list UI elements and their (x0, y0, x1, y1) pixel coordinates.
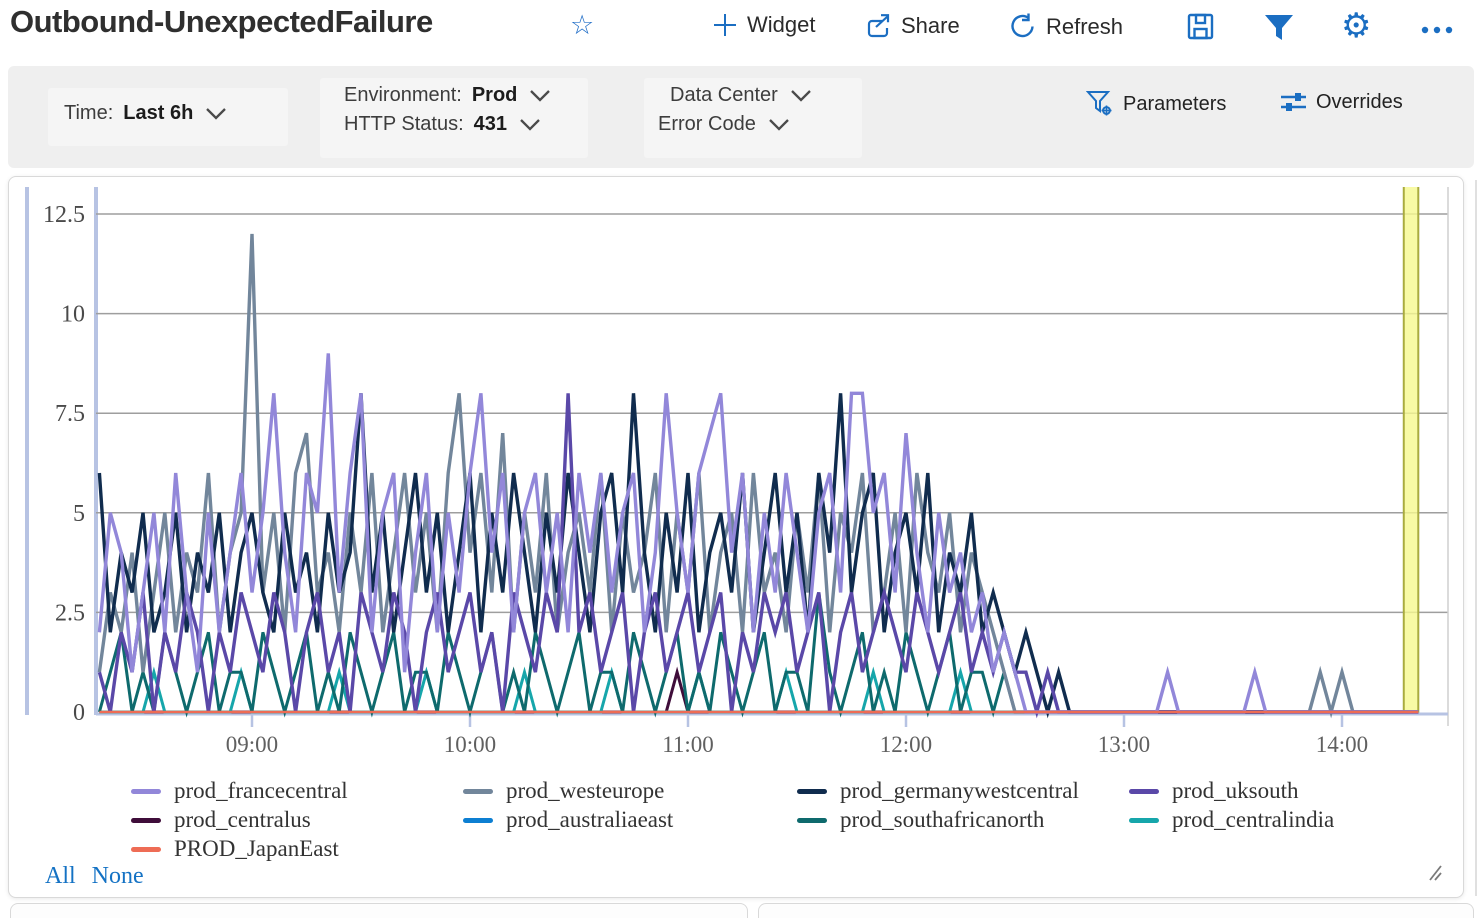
legend-item-prod_centralus[interactable]: prod_centralus (131, 806, 463, 834)
filter-button[interactable] (1263, 12, 1295, 47)
x-tick-label: 14:00 (1316, 732, 1368, 757)
legend-label: prod_westeurope (506, 778, 665, 803)
legend-item-prod_francecentral[interactable]: prod_francecentral (131, 777, 463, 805)
time-filter-label: Time: (64, 102, 114, 124)
gear-icon: ⚙ (1341, 6, 1372, 46)
resize-handle[interactable] (1426, 864, 1443, 881)
legend-swatch (1129, 788, 1159, 794)
share-label: Share (901, 13, 960, 38)
legend-links: All None (45, 863, 160, 890)
legend-item-prod_westeurope[interactable]: prod_westeurope (463, 777, 797, 805)
x-tick-label: 11:00 (662, 732, 714, 757)
y-tick-label: 0 (73, 700, 85, 726)
environment-value: Prod (471, 84, 518, 106)
parameters-funnel-icon (1086, 91, 1112, 116)
x-tick-label: 10:00 (444, 732, 496, 757)
legend-swatch (797, 817, 827, 823)
environment-filter[interactable]: Environment: Prod (344, 84, 588, 107)
x-tick-label: 09:00 (226, 732, 278, 757)
legend-swatch (797, 788, 827, 794)
filter-bar: Time: Last 6h Environment: Prod HTTP Sta… (8, 66, 1474, 168)
overrides-sliders-icon (1281, 93, 1306, 111)
legend-item-prod_germanywestcentral[interactable]: prod_germanywestcentral (797, 777, 1129, 805)
overrides-button[interactable]: Overrides (1280, 90, 1403, 114)
legend-item-PROD_JapanEast[interactable]: PROD_JapanEast (131, 835, 463, 863)
legend-label: PROD_JapanEast (174, 836, 339, 861)
left-accent-bar (25, 187, 29, 715)
chart-legend: prod_francecentral prod_westeurope prod_ge… (131, 777, 1391, 863)
legend-swatch (131, 846, 161, 852)
chart-card: 0 2.5 5 7.5 10 12.5 09:00 10:00 11:00 12:00 13:00 1… (8, 176, 1464, 898)
legend-select-all-link[interactable]: All (45, 863, 76, 889)
chevron-down-icon (530, 90, 551, 102)
error-code-label: Error Code (658, 113, 756, 135)
parameters-button[interactable]: Parameters (1086, 90, 1226, 118)
data-center-label: Data Center (670, 84, 778, 106)
legend-swatch (1129, 817, 1159, 823)
environment-http-filters: Environment: Prod HTTP Status: 431 (320, 78, 588, 158)
refresh-label: Refresh (1046, 13, 1124, 39)
y-axis-line (94, 187, 98, 715)
page-title: Outbound-UnexpectedFailure (10, 4, 433, 39)
y-tick-label: 12.5 (43, 202, 85, 228)
more-options-button[interactable] (1420, 22, 1454, 40)
share-button[interactable]: Share (862, 12, 960, 40)
legend-select-none-link[interactable]: None (91, 863, 144, 889)
refresh-button[interactable]: Refresh (1008, 12, 1123, 41)
plus-icon (714, 14, 736, 36)
settings-button[interactable]: ⚙ (1341, 6, 1371, 46)
y-tick-label: 10 (61, 302, 85, 328)
http-status-value: 431 (473, 113, 508, 135)
x-tick-label: 13:00 (1098, 732, 1150, 757)
legend-item-prod_australiaeast[interactable]: prod_australiaeast (463, 806, 797, 834)
share-icon (867, 14, 890, 38)
time-highlight-band (1403, 187, 1419, 713)
legend-label: prod_francecentral (174, 778, 348, 803)
time-filter-value: Last 6h (123, 102, 194, 124)
legend-swatch (131, 817, 161, 823)
right-edge-divider (1475, 180, 1477, 896)
add-widget-button[interactable]: Widget (712, 12, 815, 38)
x-tick-label: 12:00 (880, 732, 932, 757)
legend-label: prod_centralindia (1172, 807, 1335, 832)
legend-item-prod_uksouth[interactable]: prod_uksouth (1129, 777, 1391, 805)
overrides-label: Overrides (1316, 90, 1403, 113)
save-button[interactable] (1186, 12, 1215, 46)
error-code-filter[interactable]: Error Code (658, 113, 862, 136)
time-filter[interactable]: Time: Last 6h (48, 88, 288, 146)
legend-swatch (463, 788, 493, 794)
favorite-star-icon[interactable]: ☆ (570, 10, 595, 41)
legend-swatch (463, 817, 493, 823)
next-card-right (758, 903, 1474, 918)
ellipsis-icon (1421, 26, 1453, 34)
data-center-filter[interactable]: Data Center (670, 84, 862, 107)
datacenter-errorcode-filters: Data Center Error Code (644, 78, 862, 158)
filter-funnel-icon (1265, 15, 1293, 40)
y-tick-label: 2.5 (55, 600, 85, 626)
legend-label: prod_southafricanorth (840, 807, 1045, 832)
http-status-filter[interactable]: HTTP Status: 431 (344, 113, 588, 136)
next-card-left (10, 903, 748, 918)
legend-item-prod_centralindia[interactable]: prod_centralindia (1129, 806, 1391, 834)
refresh-icon (1011, 13, 1034, 38)
timeseries-chart[interactable]: 0 2.5 5 7.5 10 12.5 09:00 10:00 11:00 12:00 13:00 1… (9, 177, 1461, 895)
chevron-down-icon (791, 90, 811, 102)
save-icon (1187, 13, 1214, 40)
environment-label: Environment: (344, 84, 462, 106)
y-tick-label: 7.5 (55, 401, 85, 427)
chevron-down-icon (768, 119, 789, 131)
legend-swatch (131, 788, 161, 794)
legend-label: prod_uksouth (1172, 778, 1299, 803)
parameters-label: Parameters (1123, 92, 1227, 115)
legend-label: prod_germanywestcentral (840, 778, 1079, 803)
http-status-label: HTTP Status: (344, 113, 464, 135)
legend-label: prod_centralus (174, 807, 311, 832)
legend-label: prod_australiaeast (506, 807, 674, 832)
chevron-down-icon (206, 108, 227, 120)
y-tick-label: 5 (73, 501, 85, 527)
legend-item-prod_southafricanorth[interactable]: prod_southafricanorth (797, 806, 1129, 834)
add-widget-label: Widget (747, 12, 816, 37)
chevron-down-icon (520, 119, 540, 131)
